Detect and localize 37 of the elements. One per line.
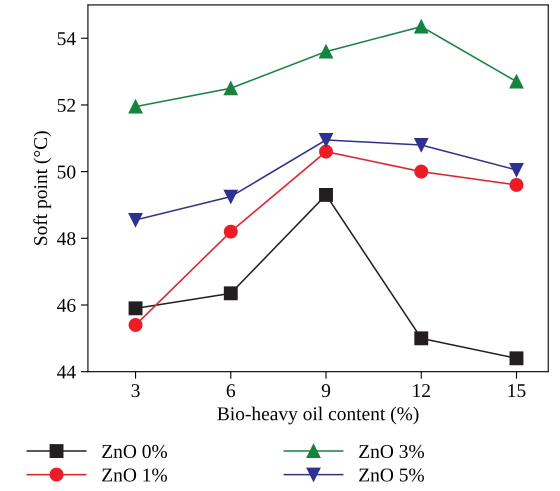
point <box>414 331 428 346</box>
x-tick-label: 15 <box>508 384 526 398</box>
point <box>414 164 428 179</box>
point <box>510 163 524 177</box>
x-tick-label: 9 <box>322 384 330 398</box>
point <box>319 188 333 202</box>
x-axis-title: Bio-heavy oil content (%) <box>217 406 418 424</box>
legend-label: ZnO 0% <box>102 444 168 458</box>
point <box>319 133 333 147</box>
legend-label: ZnO 1% <box>102 468 168 482</box>
legend-label: ZnO 3% <box>359 444 424 458</box>
point <box>414 138 428 152</box>
y-tick-label: 54 <box>58 32 76 46</box>
point <box>224 81 238 96</box>
point <box>128 100 142 114</box>
point <box>224 190 238 204</box>
y-tick-label: 48 <box>57 232 76 246</box>
x-tick-label: 3 <box>132 384 140 398</box>
y-tick-label: 50 <box>58 165 76 179</box>
point <box>510 74 524 89</box>
point <box>128 301 142 316</box>
point <box>414 20 428 34</box>
y-tick-label: 44 <box>57 366 76 378</box>
x-tick-label: 12 <box>413 384 430 397</box>
point <box>224 224 238 239</box>
y-tick-label: 52 <box>58 98 76 112</box>
legend-label: ZnO 5% <box>359 468 424 482</box>
y-axis-title: Soft point (°C) <box>33 131 52 245</box>
point <box>128 318 142 332</box>
point <box>319 44 333 59</box>
y-tick-label: 46 <box>57 298 76 312</box>
point <box>128 213 142 227</box>
point <box>510 351 524 366</box>
x-tick-label: 6 <box>226 384 236 398</box>
point <box>224 286 238 300</box>
point <box>510 178 524 192</box>
point <box>319 144 333 159</box>
